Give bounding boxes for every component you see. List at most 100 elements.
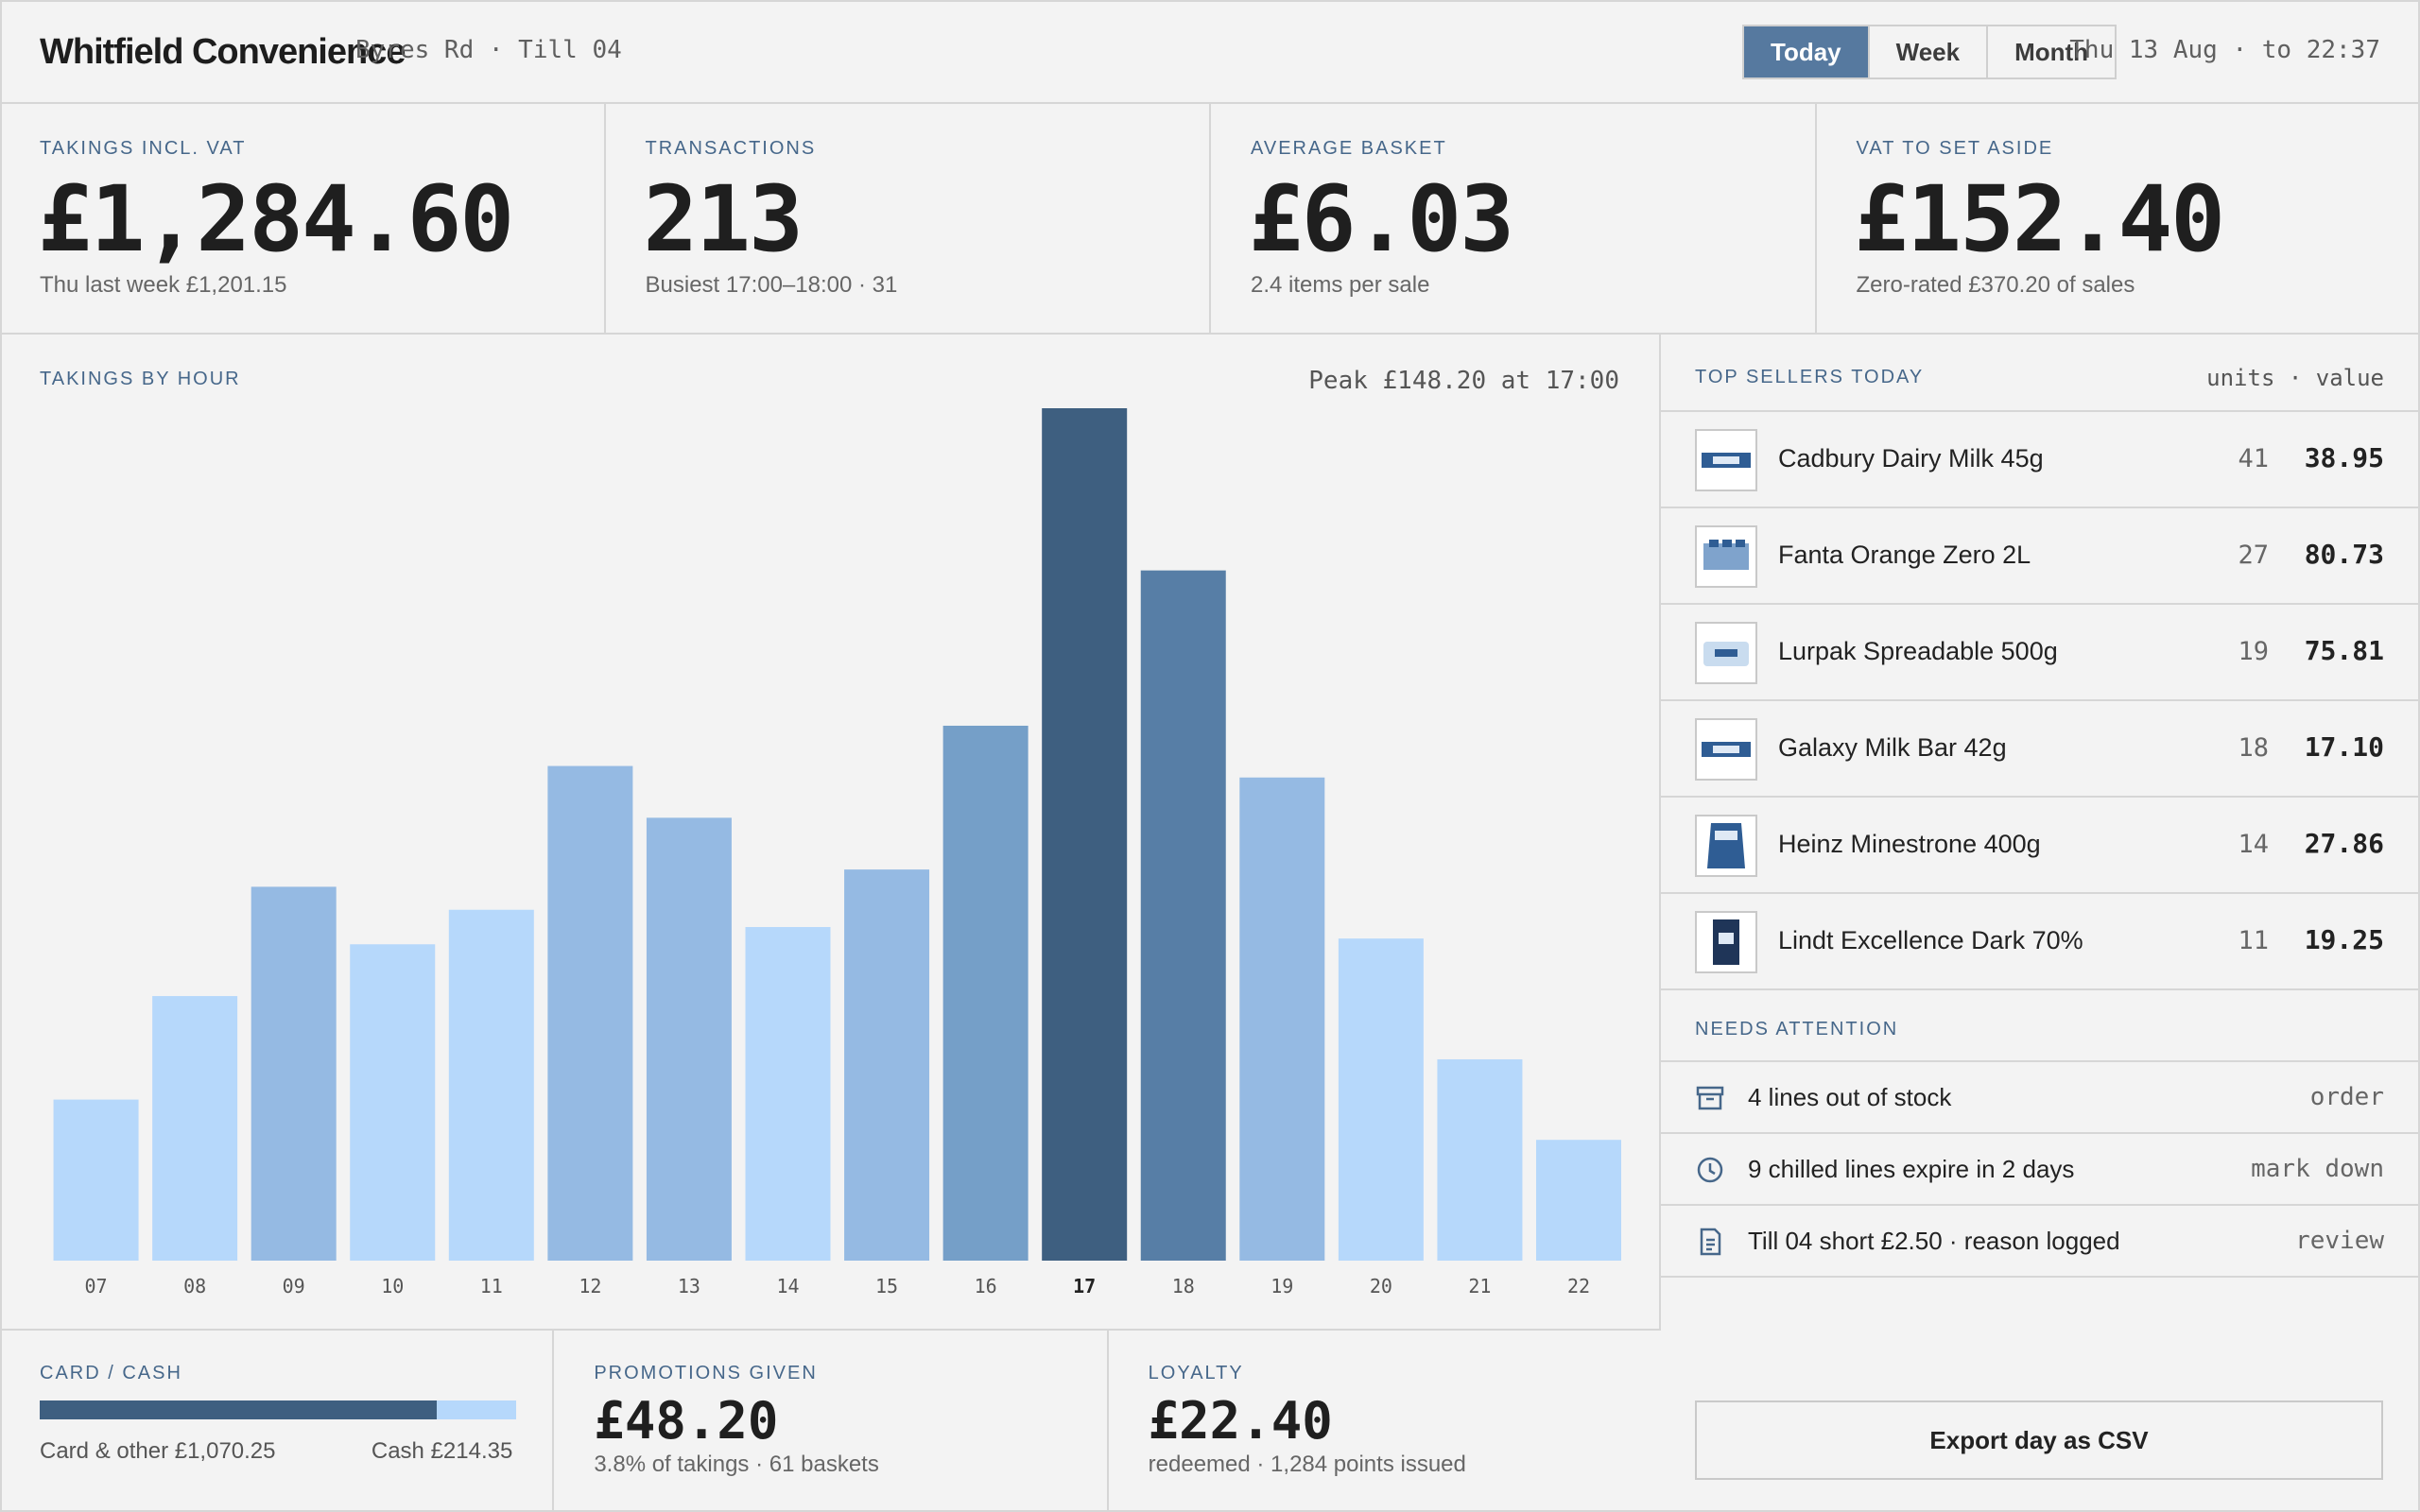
product-value: 17.10 <box>2304 731 2384 763</box>
attention-row[interactable]: 4 lines out of stock order <box>1661 1062 2420 1134</box>
bar-hour-09[interactable] <box>251 886 337 1261</box>
promotions-cell: PROMOTIONS GIVEN £48.20 3.8% of takings … <box>552 1331 1106 1512</box>
bar-hour-10[interactable] <box>350 944 436 1261</box>
range-week-button[interactable]: Week <box>1867 26 1986 77</box>
bar-hour-08[interactable] <box>152 996 238 1261</box>
range-today-button[interactable]: Today <box>1744 26 1868 77</box>
x-tick-label: 13 <box>678 1275 700 1297</box>
attention-action[interactable]: mark down <box>2251 1155 2384 1183</box>
chart-peak-annotation: Peak £148.20 at 17:00 <box>1308 367 1619 395</box>
bar-hour-22[interactable] <box>1536 1140 1621 1261</box>
kpi-value: £152.40 <box>1854 166 2226 272</box>
bar-hour-13[interactable] <box>646 817 732 1261</box>
top-seller-row[interactable]: Heinz Minestrone 400g 14 27.86 <box>1661 798 2420 894</box>
product-units: 27 <box>2238 541 2269 570</box>
product-name: Lindt Excellence Dark 70% <box>1778 926 2083 954</box>
bar-hour-11[interactable] <box>448 909 534 1261</box>
x-tick-label: 10 <box>381 1275 404 1297</box>
product-value: 75.81 <box>2304 635 2384 666</box>
promotions-sub: 3.8% of takings · 61 baskets <box>594 1452 879 1477</box>
x-tick-label: 20 <box>1370 1275 1392 1297</box>
chocolate-bar-icon <box>1695 718 1757 781</box>
product-name: Lurpak Spreadable 500g <box>1778 637 2058 665</box>
x-tick-label: 07 <box>85 1275 108 1297</box>
bar-hour-21[interactable] <box>1437 1058 1523 1261</box>
kpi-sub: Busiest 17:00–18:00 · 31 <box>645 272 898 298</box>
x-tick-label: 22 <box>1567 1275 1590 1297</box>
top-seller-row[interactable]: Lindt Excellence Dark 70% 11 19.25 <box>1661 894 2420 990</box>
x-tick-label: 19 <box>1270 1275 1293 1297</box>
card-total: Card & other £1,070.25 <box>40 1438 276 1464</box>
bar-hour-18[interactable] <box>1140 570 1226 1261</box>
x-tick-label: 17 <box>1073 1275 1096 1297</box>
bar-hour-14[interactable] <box>745 926 831 1261</box>
chocolate-bar-icon <box>1695 429 1757 491</box>
kpi-label: VAT TO SET ASIDE <box>1856 138 2054 159</box>
needs-attention-list: 4 lines out of stock order 9 chilled lines… <box>1661 1060 2420 1278</box>
store-name: Whitfield Convenience <box>40 32 406 72</box>
kpi-value: £6.03 <box>1249 166 1514 272</box>
kpi-sub: 2.4 items per sale <box>1251 272 1430 298</box>
kpi-label: TAKINGS INCL. VAT <box>40 138 247 159</box>
bar-hour-07[interactable] <box>53 1099 139 1261</box>
x-tick-label: 12 <box>579 1275 601 1297</box>
attention-action[interactable]: review <box>2295 1227 2384 1255</box>
card-cash-label: CARD / CASH <box>40 1363 182 1383</box>
attention-action[interactable]: order <box>2309 1083 2384 1111</box>
loyalty-sub: redeemed · 1,284 points issued <box>1148 1452 1466 1477</box>
top-sellers-columns: units · value <box>2206 365 2384 391</box>
needs-attention-title: NEEDS ATTENTION <box>1695 1019 1899 1040</box>
chart-title: TAKINGS BY HOUR <box>40 369 241 389</box>
product-units: 41 <box>2238 444 2269 473</box>
x-tick-label: 21 <box>1468 1275 1491 1297</box>
top-seller-row[interactable]: Fanta Orange Zero 2L 27 80.73 <box>1661 508 2420 605</box>
product-value: 38.95 <box>2304 442 2384 473</box>
kpi-label: AVERAGE BASKET <box>1251 138 1447 159</box>
kpi-sub: Zero-rated £370.20 of sales <box>1856 272 2135 298</box>
bar-hour-16[interactable] <box>942 725 1028 1261</box>
product-name: Fanta Orange Zero 2L <box>1778 541 2031 569</box>
product-units: 19 <box>2238 637 2269 666</box>
loyalty-value: £22.40 <box>1148 1391 1333 1451</box>
store-location: Byres Rd · Till 04 <box>355 36 622 64</box>
kpi-vat: VAT TO SET ASIDE £152.40 Zero-rated £370… <box>1814 104 2420 333</box>
card-cash-bar <box>40 1400 516 1419</box>
kpi-label: TRANSACTIONS <box>645 138 817 159</box>
cash-total: Cash £214.35 <box>371 1438 513 1464</box>
card-share-fill <box>40 1400 437 1419</box>
attention-row[interactable]: Till 04 short £2.50 · reason logged revie… <box>1661 1206 2420 1278</box>
top-seller-row[interactable]: Lurpak Spreadable 500g 19 75.81 <box>1661 605 2420 701</box>
bar-chart-svg: 07 08 09 10 11 12 13 14 15 16 17 18 19 20 21 22 <box>53 408 1621 1297</box>
attention-text: 4 lines out of stock <box>1748 1083 1952 1111</box>
top-sellers-title: TOP SELLERS TODAY <box>1695 367 1925 387</box>
clock-icon <box>1693 1153 1727 1187</box>
kpi-average-basket: AVERAGE BASKET £6.03 2.4 items per sale <box>1209 104 1815 333</box>
export-csv-button[interactable]: Export day as CSV <box>1695 1400 2383 1480</box>
drink-pack-icon <box>1695 525 1757 588</box>
bar-hour-20[interactable] <box>1338 938 1424 1261</box>
date-range: Thu 13 Aug · to 22:37 <box>2069 36 2380 64</box>
top-sellers-list: Cadbury Dairy Milk 45g 41 38.95 Fanta Orang… <box>1661 410 2420 990</box>
bar-hour-17[interactable] <box>1042 408 1128 1261</box>
top-seller-row[interactable]: Galaxy Milk Bar 42g 18 17.10 <box>1661 701 2420 798</box>
bar-hour-12[interactable] <box>547 765 633 1261</box>
top-seller-row[interactable]: Cadbury Dairy Milk 45g 41 38.95 <box>1661 412 2420 508</box>
x-tick-label: 08 <box>183 1275 206 1297</box>
range-month-button[interactable]: Month <box>1986 26 2115 77</box>
summary-row: CARD / CASH Card & other £1,070.25 Cash … <box>0 1329 1661 1512</box>
kpi-row: TAKINGS INCL. VAT £1,284.60 Thu last wee… <box>0 104 2420 335</box>
bar-hour-15[interactable] <box>844 869 930 1261</box>
product-value: 80.73 <box>2304 539 2384 570</box>
kpi-value: £1,284.60 <box>38 166 514 272</box>
product-value: 19.25 <box>2304 924 2384 955</box>
attention-row[interactable]: 9 chilled lines expire in 2 days mark dow… <box>1661 1134 2420 1206</box>
promotions-value: £48.20 <box>594 1391 779 1451</box>
butter-tub-icon <box>1695 622 1757 684</box>
loyalty-label: LOYALTY <box>1148 1363 1244 1383</box>
bar-hour-19[interactable] <box>1239 777 1325 1261</box>
product-name: Galaxy Milk Bar 42g <box>1778 733 2007 762</box>
card-cash-cell: CARD / CASH Card & other £1,070.25 Cash … <box>0 1331 552 1512</box>
archive-box-icon <box>1693 1081 1727 1115</box>
promotions-label: PROMOTIONS GIVEN <box>594 1363 818 1383</box>
